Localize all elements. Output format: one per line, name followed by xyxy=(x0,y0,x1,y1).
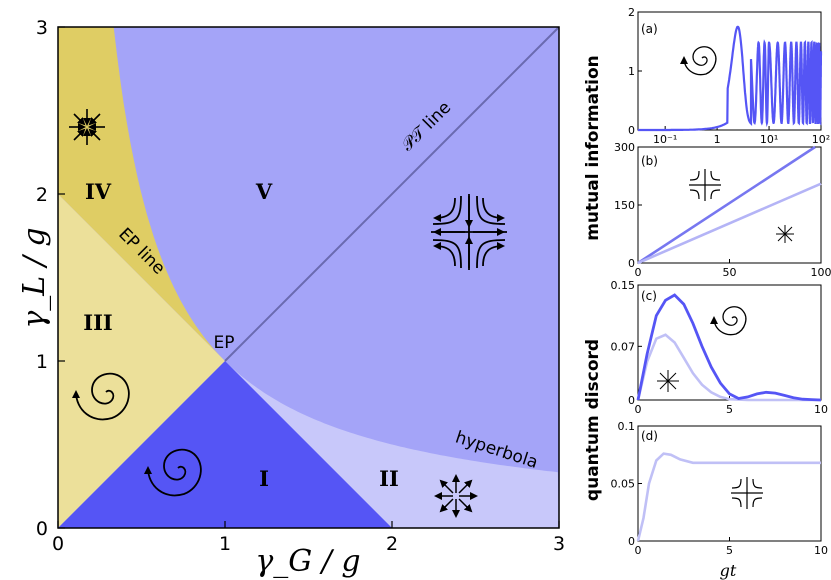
xtick-label-10: 10 xyxy=(814,544,828,557)
spiral-icon xyxy=(72,372,130,421)
region-label-III: III xyxy=(83,310,112,335)
y-tick-label-2: 2 xyxy=(36,184,48,206)
xtick-label-0: 0 xyxy=(635,403,642,416)
panel-a: 0 1 2 10⁻¹ 1 10¹ 10² xyxy=(628,6,830,146)
y-tick-label-1: 1 xyxy=(36,351,48,373)
spiral-icon-region-I xyxy=(144,448,202,497)
panel-c: 0 0.07 0.15 0 5 10 xyxy=(611,279,829,416)
panel-a-label: (a) xyxy=(641,22,658,36)
region-II xyxy=(227,363,559,528)
panel-a-ytick-label-2: 2 xyxy=(628,6,635,19)
region-I xyxy=(58,361,392,528)
y-axis-label: γ_L / g xyxy=(17,227,52,328)
quantum-discord-label: quantum discord xyxy=(583,339,603,501)
x-tick-label-2: 2 xyxy=(386,533,398,555)
region-label-II: II xyxy=(379,466,399,491)
panel-b: 0 150 300 0 50 100 xyxy=(614,141,831,279)
panel-b-ytick-label-0: 0 xyxy=(628,257,635,270)
saddle-icon-d xyxy=(731,477,763,509)
panel-a-ytick-label-0: 0 xyxy=(628,124,635,137)
panel-a-ytick-label-1: 1 xyxy=(628,65,635,78)
region-IV xyxy=(58,26,224,360)
xtick-label-5: 5 xyxy=(726,544,733,557)
xtick-label-0: 0 xyxy=(635,266,642,279)
x-tick-label-1: 1 xyxy=(219,533,231,555)
mutual-information-label: mutual information xyxy=(583,55,603,241)
panel-b-ytick-label-150: 150 xyxy=(614,199,635,212)
region-label-IV: IV xyxy=(85,179,112,204)
xtick-label-1: 1 xyxy=(714,133,721,146)
panel-d-frame xyxy=(637,425,822,542)
panel-b-series-1 xyxy=(637,182,822,265)
region-label-I: I xyxy=(259,466,269,491)
panel-d-ytick-label-0.05: 0.05 xyxy=(611,478,636,491)
source-star-icon-c xyxy=(657,370,679,392)
xtick-label-100: 100 xyxy=(811,266,831,279)
xtick-label-5: 5 xyxy=(726,403,733,416)
y-tick-label-0: 0 xyxy=(36,518,48,540)
panel-c-label: (c) xyxy=(641,289,657,303)
panel-b-series-0 xyxy=(637,145,816,265)
xtick-label-10¹: 10¹ xyxy=(760,133,778,146)
x-axis-label: γ_G / g xyxy=(255,544,360,579)
xtick-label-10⁻¹: 10⁻¹ xyxy=(653,133,677,146)
saddle-source-icon xyxy=(431,194,507,270)
panel-c-ytick-label-0.07: 0.07 xyxy=(611,340,636,353)
panel-c-series-light xyxy=(636,333,821,402)
panel-c-series-dark xyxy=(636,293,822,402)
panel-d: 0 0.05 0.1 0 5 10 xyxy=(611,420,829,557)
region-label-V: V xyxy=(255,179,273,204)
panel-d-label: (d) xyxy=(641,429,658,443)
pt-line xyxy=(224,26,560,362)
gt-axis-label: gt xyxy=(720,561,737,580)
panel-d-ytick-label-0: 0 xyxy=(628,535,635,548)
panel-d-ytick-label-0.1: 0.1 xyxy=(618,420,636,433)
attractor-star-icon xyxy=(69,109,105,145)
panel-c-ytick-label-0: 0 xyxy=(628,394,635,407)
spiral-icon-c xyxy=(710,306,747,336)
x-tick-label-0: 0 xyxy=(52,533,64,555)
panel-b-ytick-label-300: 300 xyxy=(614,141,635,154)
ep-point-label: EP xyxy=(214,333,235,353)
panel-b-label: (b) xyxy=(641,154,658,168)
main-frame xyxy=(57,26,560,529)
xtick-label-10²: 10² xyxy=(812,133,830,146)
panel-c-ytick-label-0.15: 0.15 xyxy=(611,279,636,292)
source-star-icon xyxy=(434,474,478,518)
x-tick-label-3: 3 xyxy=(553,533,565,555)
source-star-icon-b xyxy=(776,225,794,243)
panel-a-curve xyxy=(638,25,823,132)
xtick-label-50: 50 xyxy=(723,266,737,279)
y-tick-label-3: 3 xyxy=(36,17,48,39)
spiral-icon-a xyxy=(680,46,717,76)
xtick-label-0: 0 xyxy=(635,544,642,557)
saddle-icon-b xyxy=(689,169,721,201)
xtick-label-10: 10 xyxy=(814,403,828,416)
panel-d-series xyxy=(636,452,821,542)
region-III xyxy=(58,194,225,528)
